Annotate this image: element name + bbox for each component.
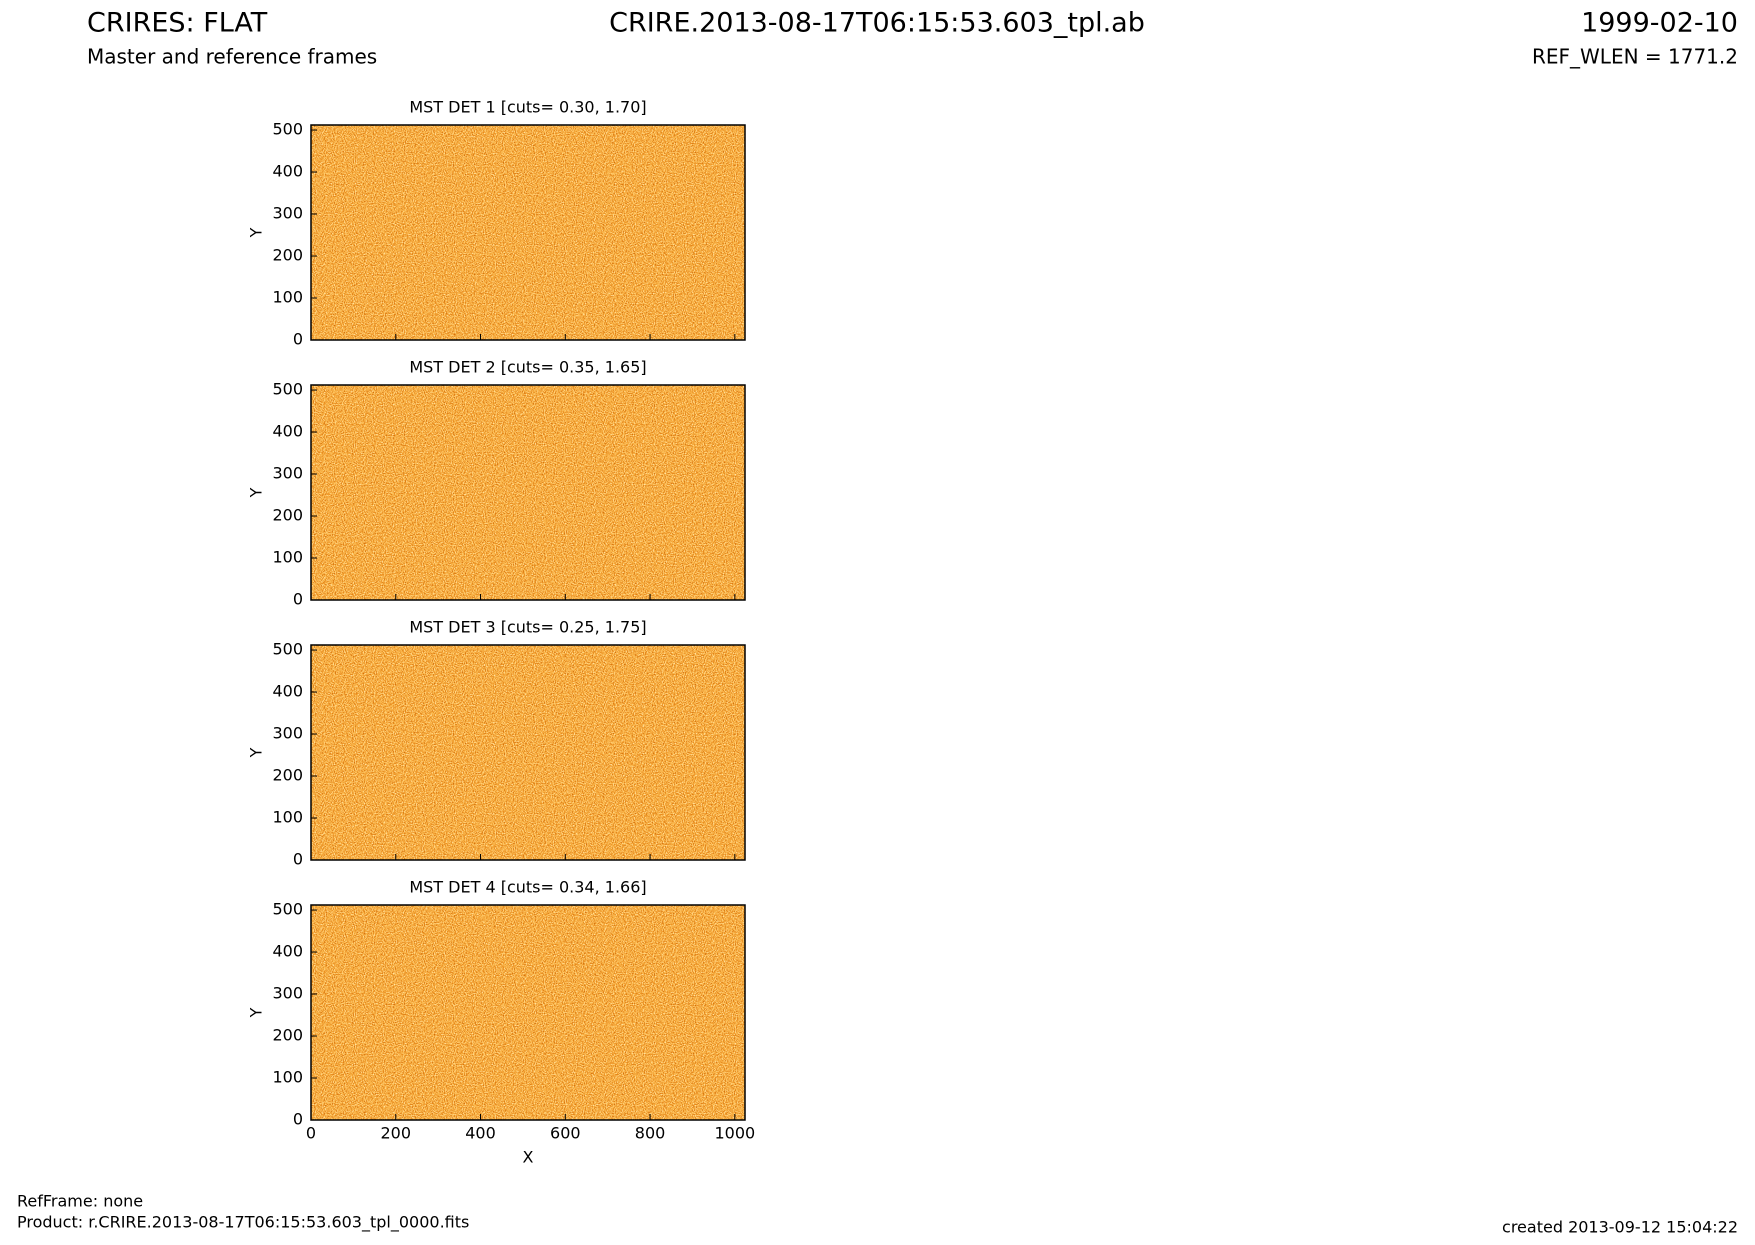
x-tick-label: 600 [550, 1124, 581, 1143]
y-axis-label: Y [247, 747, 266, 758]
y-tick-label: 500 [272, 380, 303, 399]
y-tick-label: 300 [272, 724, 303, 743]
y-tick-label: 0 [293, 590, 303, 609]
file-name: CRIRE.2013-08-17T06:15:53.603_tpl.ab [609, 8, 1145, 39]
y-tick-label: 200 [272, 246, 303, 265]
frame [310, 904, 746, 1121]
frame [310, 124, 746, 341]
y-tick-label: 500 [272, 640, 303, 659]
x-axis-label: X [523, 1148, 534, 1167]
image [311, 385, 745, 600]
image [311, 125, 745, 340]
y-tick-label: 400 [272, 422, 303, 441]
x-tick-label: 800 [635, 1124, 666, 1143]
y-tick-label: 100 [272, 548, 303, 567]
y-tick-label: 400 [272, 162, 303, 181]
x-tick-label: 1000 [714, 1124, 755, 1143]
y-tick-label: 100 [272, 288, 303, 307]
x-tick-label: 0 [306, 1124, 316, 1143]
ref-wlen: REF_WLEN = 1771.2 [1532, 45, 1738, 69]
image [311, 905, 745, 1120]
created: created 2013-09-12 15:04:22 [1502, 1218, 1738, 1237]
y-axis-label: Y [247, 227, 266, 238]
y-tick-label: 300 [272, 204, 303, 223]
y-tick-label: 0 [293, 330, 303, 349]
y-tick-label: 400 [272, 682, 303, 701]
date: 1999-02-10 [1581, 8, 1738, 39]
y-tick-label: 100 [272, 808, 303, 827]
y-tick-label: 500 [272, 900, 303, 919]
panel-title: MST DET 4 [cuts= 0.34, 1.66] [409, 878, 646, 897]
report-title: CRIRES: FLAT [87, 8, 268, 39]
report-subtitle: Master and reference frames [87, 45, 377, 69]
x-tick-label: 400 [465, 1124, 496, 1143]
panel-title: MST DET 2 [cuts= 0.35, 1.65] [409, 358, 646, 377]
image [311, 645, 745, 860]
panel-title: MST DET 3 [cuts= 0.25, 1.75] [409, 618, 646, 637]
frame [310, 644, 746, 861]
ref-frame: RefFrame: none [17, 1192, 143, 1211]
y-tick-label: 200 [272, 506, 303, 525]
y-tick-label: 500 [272, 120, 303, 139]
y-tick-label: 400 [272, 942, 303, 961]
y-tick-label: 300 [272, 984, 303, 1003]
y-tick-label: 200 [272, 1026, 303, 1045]
y-tick-label: 100 [272, 1068, 303, 1087]
y-tick-label: 300 [272, 464, 303, 483]
y-tick-label: 0 [293, 850, 303, 869]
product: Product: r.CRIRE.2013-08-17T06:15:53.603… [17, 1213, 469, 1233]
y-axis-label: Y [247, 1007, 266, 1018]
y-tick-label: 0 [293, 1110, 303, 1129]
y-tick-label: 200 [272, 766, 303, 785]
x-tick-label: 200 [380, 1124, 411, 1143]
panel-title: MST DET 1 [cuts= 0.30, 1.70] [409, 98, 646, 117]
y-axis-label: Y [247, 487, 266, 498]
frame [310, 384, 746, 601]
